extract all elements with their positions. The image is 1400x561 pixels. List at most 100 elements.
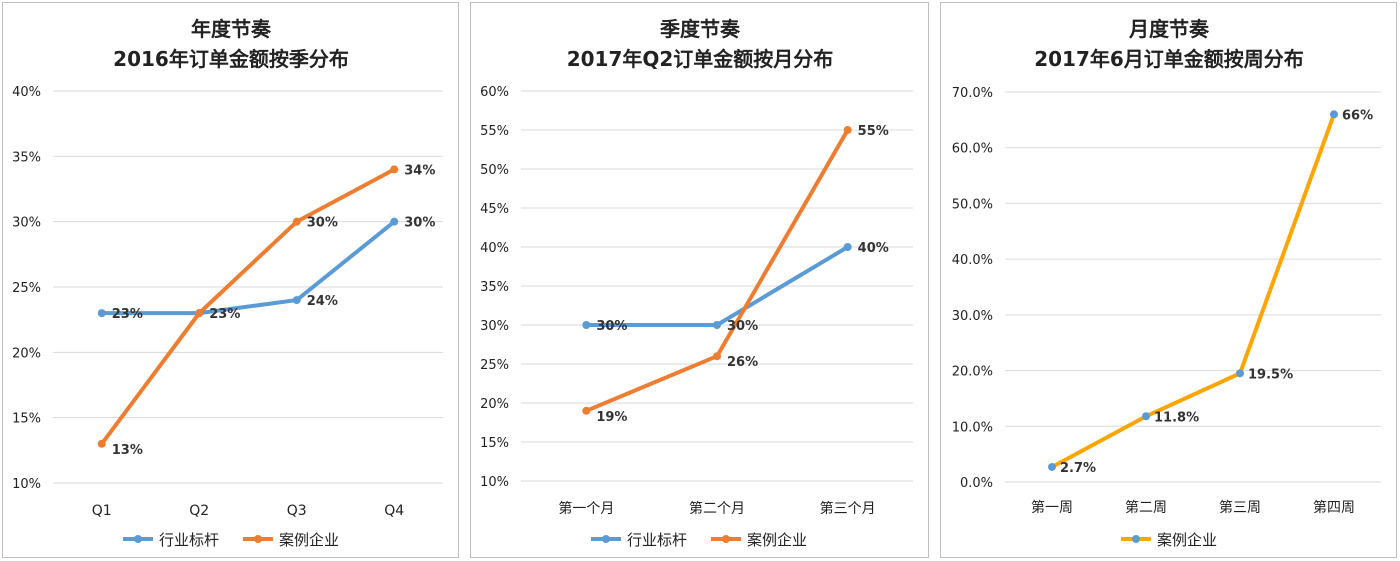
- x-tick-label: 第二周: [1125, 499, 1167, 516]
- data-point: [195, 309, 204, 318]
- x-tick-label: 第一周: [1031, 499, 1073, 516]
- y-tick-label: 20%: [12, 346, 41, 361]
- legend-marker: [722, 535, 730, 543]
- x-tick-label: Q1: [92, 503, 112, 519]
- legend-marker: [602, 535, 610, 543]
- data-point: [97, 439, 106, 448]
- y-tick-label: 40.0%: [952, 253, 993, 268]
- legend-item: 案例企业: [1121, 531, 1217, 549]
- data-label: 2.7%: [1060, 461, 1096, 476]
- series-line: [99, 167, 397, 446]
- x-tick-label: Q3: [287, 503, 307, 519]
- y-tick-label: 30%: [480, 319, 509, 334]
- x-tick-label: 第三周: [1219, 499, 1261, 516]
- x-tick-label: 第二个月: [689, 500, 745, 517]
- legend-label: 行业标杆: [627, 531, 687, 549]
- data-point: [582, 406, 591, 415]
- series-line: [99, 219, 397, 316]
- data-label: 30%: [404, 216, 435, 231]
- data-point: [390, 165, 399, 174]
- legend-item: 案例企业: [243, 531, 339, 549]
- data-label: 24%: [307, 294, 338, 309]
- chart-subtitle: 2016年订单金额按季分布: [113, 47, 349, 71]
- chart-subtitle: 2017年6月订单金额按周分布: [1034, 47, 1304, 71]
- y-tick-label: 0.0%: [960, 476, 993, 491]
- legend-marker: [134, 535, 142, 543]
- chart-panel-monthly: 月度节奏 2017年6月订单金额按周分布 0.0% 10.0% 20.0% 30.0%…: [940, 2, 1397, 558]
- data-label: 26%: [727, 355, 758, 370]
- data-point: [843, 243, 852, 251]
- data-label: 66%: [1342, 108, 1373, 123]
- y-tick-label: 20.0%: [952, 365, 993, 380]
- y-tick-label: 25%: [12, 281, 41, 296]
- data-point: [582, 321, 591, 329]
- data-point: [843, 126, 852, 134]
- chart-annual: 年度节奏 2016年订单金额按季分布 10% 15% 20% 25% 30% 35% 40%…: [12, 17, 443, 549]
- y-tick-label: 40%: [480, 241, 509, 256]
- data-label: 30%: [307, 216, 338, 231]
- series-line: [1050, 112, 1336, 469]
- data-label: 23%: [209, 307, 240, 322]
- y-tick-label: 30.0%: [952, 309, 993, 324]
- x-tick-label: Q4: [384, 503, 404, 519]
- y-tick-label: 60.0%: [952, 142, 993, 157]
- data-point: [292, 296, 301, 305]
- data-label: 40%: [858, 241, 889, 256]
- data-point: [1142, 412, 1150, 421]
- y-tick-label: 60%: [480, 85, 509, 100]
- data-label: 11.8%: [1154, 410, 1199, 425]
- data-point: [1330, 110, 1338, 119]
- y-tick-label: 40%: [12, 85, 41, 100]
- chart-panel-quarterly: 季度节奏 2017年Q2订单金额按月分布 10% 15% 20% 25% 30% 35% 4…: [470, 2, 929, 558]
- data-point: [1236, 369, 1244, 378]
- chart-subtitle: 2017年Q2订单金额按月分布: [567, 47, 834, 71]
- y-tick-label: 45%: [480, 202, 509, 217]
- legend-item: 行业标杆: [123, 531, 219, 549]
- x-tick-label: Q2: [189, 503, 209, 519]
- legend-item: 行业标杆: [591, 531, 687, 549]
- y-tick-label: 25%: [480, 358, 509, 373]
- legend-item: 案例企业: [711, 531, 807, 549]
- legend-label: 案例企业: [279, 531, 339, 549]
- y-tick-label: 15%: [480, 436, 509, 451]
- x-tick-label: 第四周: [1313, 499, 1355, 516]
- y-tick-label: 20%: [480, 397, 509, 412]
- y-tick-label: 55%: [480, 124, 509, 139]
- y-tick-label: 35%: [12, 150, 41, 165]
- legend-marker: [1132, 535, 1140, 543]
- chart-title: 年度节奏: [191, 17, 272, 41]
- chart-title: 月度节奏: [1128, 17, 1210, 41]
- legend-label: 案例企业: [747, 531, 807, 549]
- chart-panel-annual: 年度节奏 2016年订单金额按季分布 10% 15% 20% 25% 30% 35% 40%…: [2, 2, 459, 558]
- x-tick-label: 第一个月: [558, 500, 614, 517]
- y-tick-label: 15%: [12, 412, 41, 427]
- data-point: [1048, 462, 1056, 471]
- y-tick-label: 50.0%: [952, 197, 993, 212]
- legend-label: 案例企业: [1157, 531, 1217, 549]
- chart-title: 季度节奏: [659, 17, 741, 41]
- y-tick-label: 10%: [480, 475, 509, 490]
- data-label: 30%: [727, 319, 758, 334]
- data-label: 19.5%: [1248, 367, 1293, 382]
- y-tick-label: 50%: [480, 163, 509, 178]
- y-tick-label: 35%: [480, 280, 509, 295]
- data-label: 23%: [112, 307, 143, 322]
- legend-label: 行业标杆: [159, 531, 219, 549]
- x-tick-label: 第三个月: [820, 500, 876, 517]
- y-tick-label: 30%: [12, 216, 41, 231]
- y-tick-label: 10%: [12, 477, 41, 492]
- data-point: [713, 352, 721, 361]
- data-point: [390, 217, 399, 226]
- data-point: [97, 309, 106, 318]
- chart-monthly: 月度节奏 2017年6月订单金额按周分布 0.0% 10.0% 20.0% 30.0%…: [952, 17, 1381, 549]
- data-point: [713, 321, 721, 329]
- data-label: 34%: [404, 163, 435, 178]
- data-label: 55%: [858, 124, 889, 139]
- data-label: 19%: [596, 410, 627, 425]
- data-label: 30%: [596, 319, 627, 334]
- y-tick-label: 70.0%: [952, 86, 993, 101]
- data-label: 13%: [112, 443, 143, 458]
- legend-marker: [254, 535, 262, 543]
- chart-quarterly: 季度节奏 2017年Q2订单金额按月分布 10% 15% 20% 25% 30% 35% 4…: [480, 17, 913, 549]
- y-tick-label: 10.0%: [952, 420, 993, 435]
